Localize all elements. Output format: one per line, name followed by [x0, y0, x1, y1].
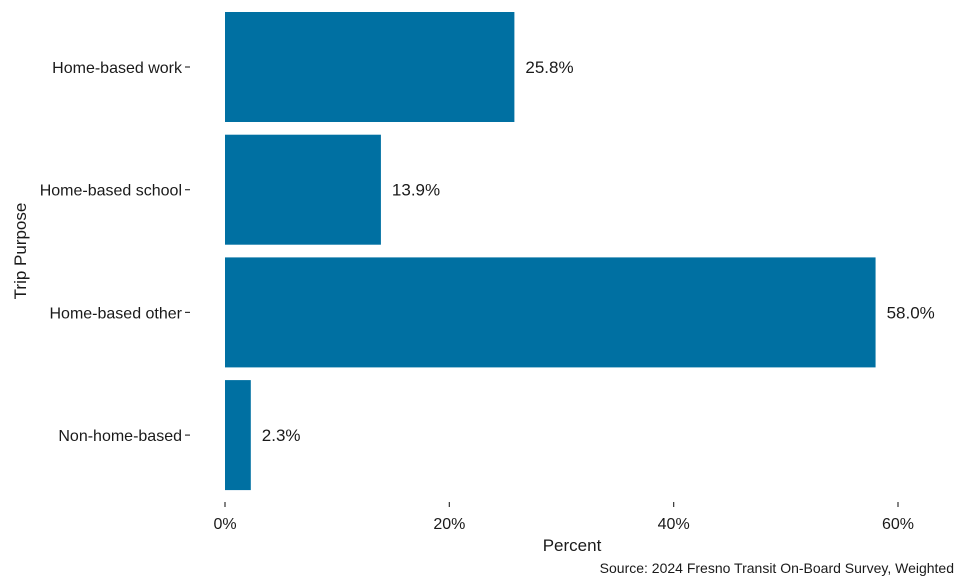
x-tick-label-60: 60%	[882, 516, 914, 533]
x-tick-label-40: 40%	[658, 516, 690, 533]
y-axis: Home-based work Home-based school Home-bas…	[40, 60, 190, 445]
source-caption: Source: 2024 Fresno Transit On-Board Sur…	[600, 560, 954, 576]
y-tick-label-home-based-work: Home-based work	[52, 60, 183, 77]
bars-layer	[225, 12, 876, 491]
data-label-home-based-work: 25.8%	[525, 58, 573, 77]
data-label-home-based-school: 13.9%	[392, 181, 440, 200]
bar-home-based-work	[225, 12, 515, 122]
data-labels-layer: 25.8% 13.9% 58.0% 2.3%	[262, 58, 935, 445]
y-tick-label-home-based-other: Home-based other	[49, 305, 182, 322]
bar-home-based-school	[225, 134, 381, 245]
x-tick-label-20: 20%	[433, 516, 465, 533]
data-label-home-based-other: 58.0%	[887, 303, 935, 322]
y-tick-label-non-home-based: Non-home-based	[58, 428, 182, 445]
x-tick-label-0: 0%	[213, 516, 236, 533]
bar-non-home-based	[225, 380, 251, 491]
y-tick-label-home-based-school: Home-based school	[40, 183, 182, 200]
bar-home-based-other	[225, 257, 876, 368]
data-label-non-home-based: 2.3%	[262, 426, 301, 445]
x-axis: 0% 20% 40% 60%	[213, 502, 914, 533]
y-axis-title: Trip Purpose	[11, 203, 30, 300]
x-axis-title: Percent	[543, 536, 602, 555]
